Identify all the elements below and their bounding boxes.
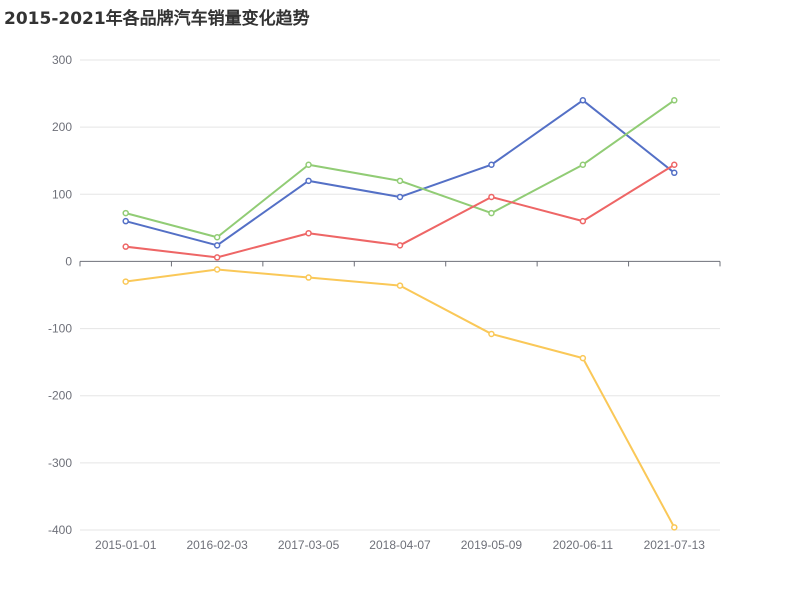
data-point[interactable] [579, 217, 587, 225]
data-point[interactable] [122, 243, 129, 250]
data-point[interactable] [122, 278, 129, 285]
data-point[interactable] [396, 242, 404, 249]
series-line [125, 268, 676, 528]
data-point[interactable] [488, 193, 495, 201]
data-point[interactable] [671, 169, 678, 177]
data-point[interactable] [396, 282, 404, 289]
x-tick-label: 2020-06-11 [553, 538, 614, 552]
series-3 [122, 161, 678, 261]
data-point[interactable] [488, 209, 495, 217]
series-1 [122, 97, 678, 249]
y-tick-label: 300 [52, 53, 72, 67]
data-point[interactable] [396, 193, 404, 201]
data-point[interactable] [579, 354, 587, 362]
data-point[interactable] [213, 254, 221, 261]
data-point[interactable] [671, 97, 678, 104]
series-2 [122, 97, 678, 241]
y-tick-label: 100 [52, 187, 72, 201]
series-line [125, 99, 675, 239]
x-axis: 2015-01-01 2016-02-03 2017-03-05 2018-04-07… [79, 260, 721, 552]
y-tick-label: -400 [48, 523, 72, 537]
data-point[interactable] [213, 234, 221, 241]
x-tick-label: 2015-01-01 [95, 538, 157, 552]
data-point[interactable] [213, 242, 221, 249]
y-tick-label: 0 [65, 254, 72, 268]
data-point[interactable] [488, 330, 495, 338]
data-point[interactable] [122, 217, 129, 225]
data-point[interactable] [305, 229, 312, 237]
series-line [125, 99, 675, 247]
y-tick-label: -100 [48, 322, 72, 336]
data-point[interactable] [396, 177, 404, 185]
y-tick-label: -300 [48, 456, 72, 470]
data-point[interactable] [488, 161, 495, 168]
x-tick-label: 2018-04-07 [369, 538, 431, 552]
data-point[interactable] [305, 177, 312, 185]
data-point[interactable] [671, 161, 678, 168]
series-4 [122, 266, 678, 531]
grid-lines [80, 59, 720, 531]
series-group [122, 97, 678, 531]
y-axis: 300 200 100 0 -100 -200 -300 -400 [48, 53, 72, 537]
data-point[interactable] [579, 97, 587, 104]
data-point[interactable] [213, 266, 221, 273]
data-point[interactable] [579, 161, 587, 168]
data-point[interactable] [305, 274, 312, 281]
data-point[interactable] [305, 161, 312, 168]
chart-title: 2015-2021年各品牌汽车销量变化趋势 [4, 9, 310, 29]
x-tick-label: 2021-07-13 [644, 538, 706, 552]
x-tick-label: 2016-02-03 [186, 538, 248, 552]
x-tick-label: 2019-05-09 [461, 538, 523, 552]
x-tick-label: 2017-03-05 [278, 538, 340, 552]
y-tick-label: 200 [52, 120, 72, 134]
data-point[interactable] [122, 209, 129, 217]
y-tick-label: -200 [48, 389, 72, 403]
data-point[interactable] [671, 524, 678, 531]
